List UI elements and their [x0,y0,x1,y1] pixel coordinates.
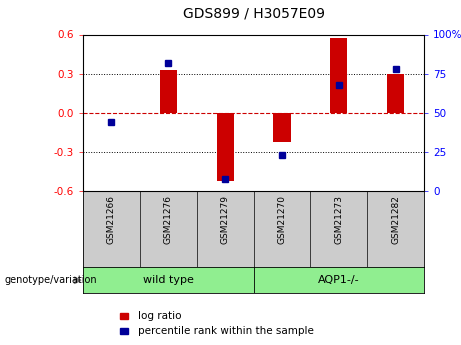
Bar [387,74,404,113]
Text: GSM21266: GSM21266 [107,195,116,244]
Text: GSM21282: GSM21282 [391,195,400,244]
Text: percentile rank within the sample: percentile rank within the sample [138,326,314,336]
Text: log ratio: log ratio [138,311,182,321]
Text: genotype/variation: genotype/variation [5,275,97,285]
Text: GDS899 / H3057E09: GDS899 / H3057E09 [183,7,325,21]
Text: AQP1-/-: AQP1-/- [318,275,360,285]
Bar [160,70,177,113]
Text: GSM21270: GSM21270 [278,195,286,244]
Text: GSM21273: GSM21273 [334,195,343,244]
Bar [217,113,234,181]
Bar [273,113,290,142]
Text: GSM21276: GSM21276 [164,195,173,244]
Text: wild type: wild type [143,275,194,285]
Text: GSM21279: GSM21279 [221,195,230,244]
Bar [330,38,347,113]
